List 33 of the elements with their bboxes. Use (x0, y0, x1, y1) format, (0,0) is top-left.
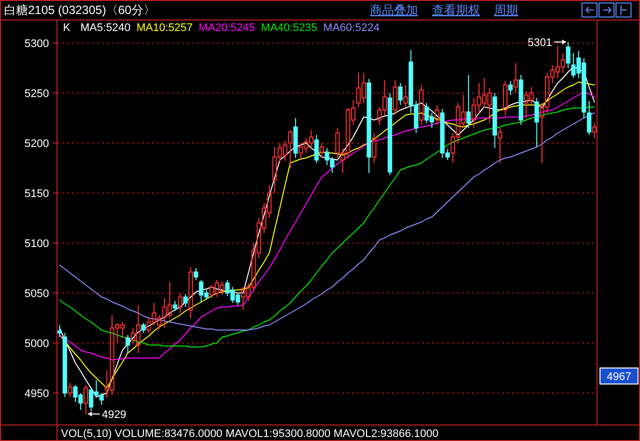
text: MA20:5245 (198, 22, 256, 34)
candlestick (466, 74, 471, 128)
legend-title: K (63, 22, 71, 34)
candlestick (372, 132, 376, 164)
y-tick-label: 5250 (24, 88, 49, 100)
candlestick (188, 266, 193, 318)
text: VOL(5,10) VOLUME:83476.0000 MAVOL1:95300.8000 MAVOL2:93866.1000 (61, 428, 439, 440)
y-tick-label: 5150 (24, 188, 49, 200)
candlestick (293, 118, 298, 158)
annotation: 4967 (606, 371, 632, 383)
candlestick (419, 84, 424, 126)
candlestick (566, 42, 570, 68)
text: 周期 (494, 3, 518, 17)
y-tick-label: 5050 (24, 288, 49, 300)
candlestick (514, 62, 518, 94)
y-tick-label: 5300 (24, 38, 49, 50)
text: MA10:5257 (136, 22, 193, 34)
annotation: 5301 (528, 37, 552, 49)
text: MA60:5224 (323, 22, 380, 34)
candlestick (518, 74, 524, 126)
y-tick-label: 4950 (24, 388, 49, 400)
text: MA40:5235 (261, 22, 318, 34)
candlestick (434, 104, 440, 126)
text: 查看期权 (432, 3, 480, 17)
y-tick-label: 5200 (24, 138, 49, 150)
text: 商品叠加 (370, 3, 418, 17)
text: MA5:5240 (80, 22, 130, 34)
price-tag: 4967 (600, 368, 638, 384)
y-tick-label: 5000 (24, 338, 49, 350)
title: 白糖2105 (032305)〈60分〉 (4, 3, 156, 17)
candlestick (392, 80, 398, 116)
y-tick-label: 5100 (24, 238, 49, 250)
annotation: 4929 (102, 409, 126, 421)
